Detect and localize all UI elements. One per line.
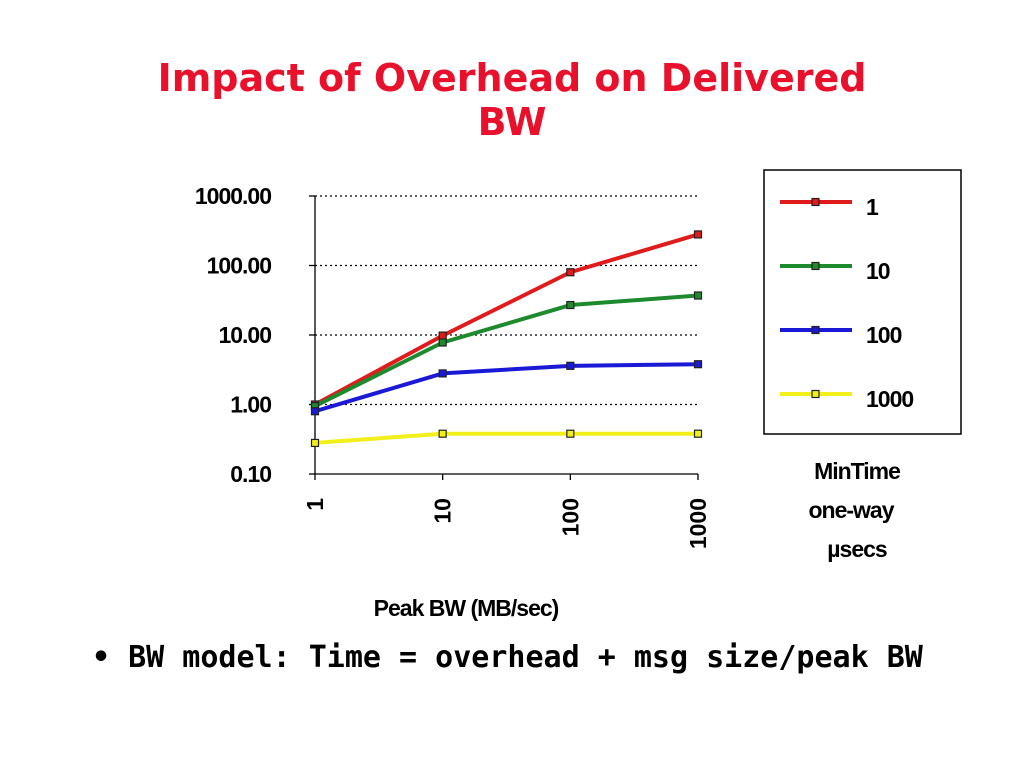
chart-legend: 1 10 100 1000 (763, 169, 962, 435)
bullet-marker: • (92, 640, 111, 675)
legend-label: 1000 (866, 386, 913, 412)
legend-marker (811, 261, 820, 271)
chart-series (310, 230, 703, 448)
chart-axes: 0.10 1.00 10.00 100.00 1000.00 1 10 100 1000 (195, 183, 711, 549)
legend-caption-line: MinTime (814, 458, 900, 484)
slide-title-line-1: Impact of Overhead on Delivered (157, 56, 867, 100)
data-point (693, 360, 703, 369)
legend-marker (811, 325, 820, 335)
legend-marker (811, 389, 820, 399)
data-point (693, 429, 703, 438)
x-tick-label: 1 (302, 498, 328, 511)
data-point (693, 291, 703, 300)
y-tick-label: 1000.00 (195, 183, 271, 209)
legend-box (763, 169, 962, 435)
data-point (566, 429, 575, 438)
legend-item-10: 10 (780, 258, 891, 284)
data-point (438, 369, 447, 378)
x-tick-label: 1000 (685, 498, 711, 549)
data-point (693, 230, 703, 239)
y-tick-label: 0.10 (230, 461, 271, 487)
slide-title-line-2: BW (477, 100, 547, 144)
legend-item-1: 1 (780, 194, 880, 220)
x-axis-label: Peak BW (MB/sec) (374, 595, 559, 621)
data-point (566, 268, 575, 277)
data-point (438, 331, 447, 340)
data-point (310, 438, 320, 448)
series-10 (310, 291, 703, 411)
data-point (310, 407, 320, 416)
y-tick-label: 100.00 (207, 253, 272, 279)
line-chart: 0.10 1.00 10.00 100.00 1000.00 1 10 100 1000 1 10… (195, 169, 962, 621)
series-line (314, 293, 699, 408)
data-point (566, 300, 575, 310)
bullet-point: • BW model: Time = overhead + msg size/p… (92, 640, 992, 675)
legend-caption: MinTime one-way µsecs (808, 458, 901, 562)
grid-lines (315, 195, 698, 406)
legend-caption-line: one-way (808, 497, 894, 523)
series-1000 (310, 429, 703, 448)
series-line (314, 362, 699, 414)
y-tick-label: 1.00 (230, 392, 271, 418)
legend-label: 10 (866, 258, 890, 284)
legend-caption-line: µsecs (827, 536, 887, 562)
series-line (314, 431, 698, 445)
slide-title: Impact of Overhead on Delivered BW (0, 56, 1024, 144)
legend-item-100: 100 (780, 322, 903, 348)
x-tick-label: 100 (557, 498, 583, 536)
legend-label: 1 (866, 194, 879, 220)
data-point (566, 361, 575, 370)
legend-item-1000: 1000 (780, 386, 914, 412)
data-point (438, 338, 447, 347)
data-point (438, 429, 447, 438)
legend-marker (811, 197, 820, 207)
series-100 (310, 360, 703, 416)
y-tick-label: 10.00 (218, 322, 271, 348)
legend-label: 100 (866, 322, 902, 348)
bullet-text: BW model: Time = overhead + msg size/pea… (128, 640, 923, 675)
x-tick-label: 10 (430, 498, 456, 524)
series-line (314, 232, 699, 407)
series-1 (310, 230, 703, 409)
